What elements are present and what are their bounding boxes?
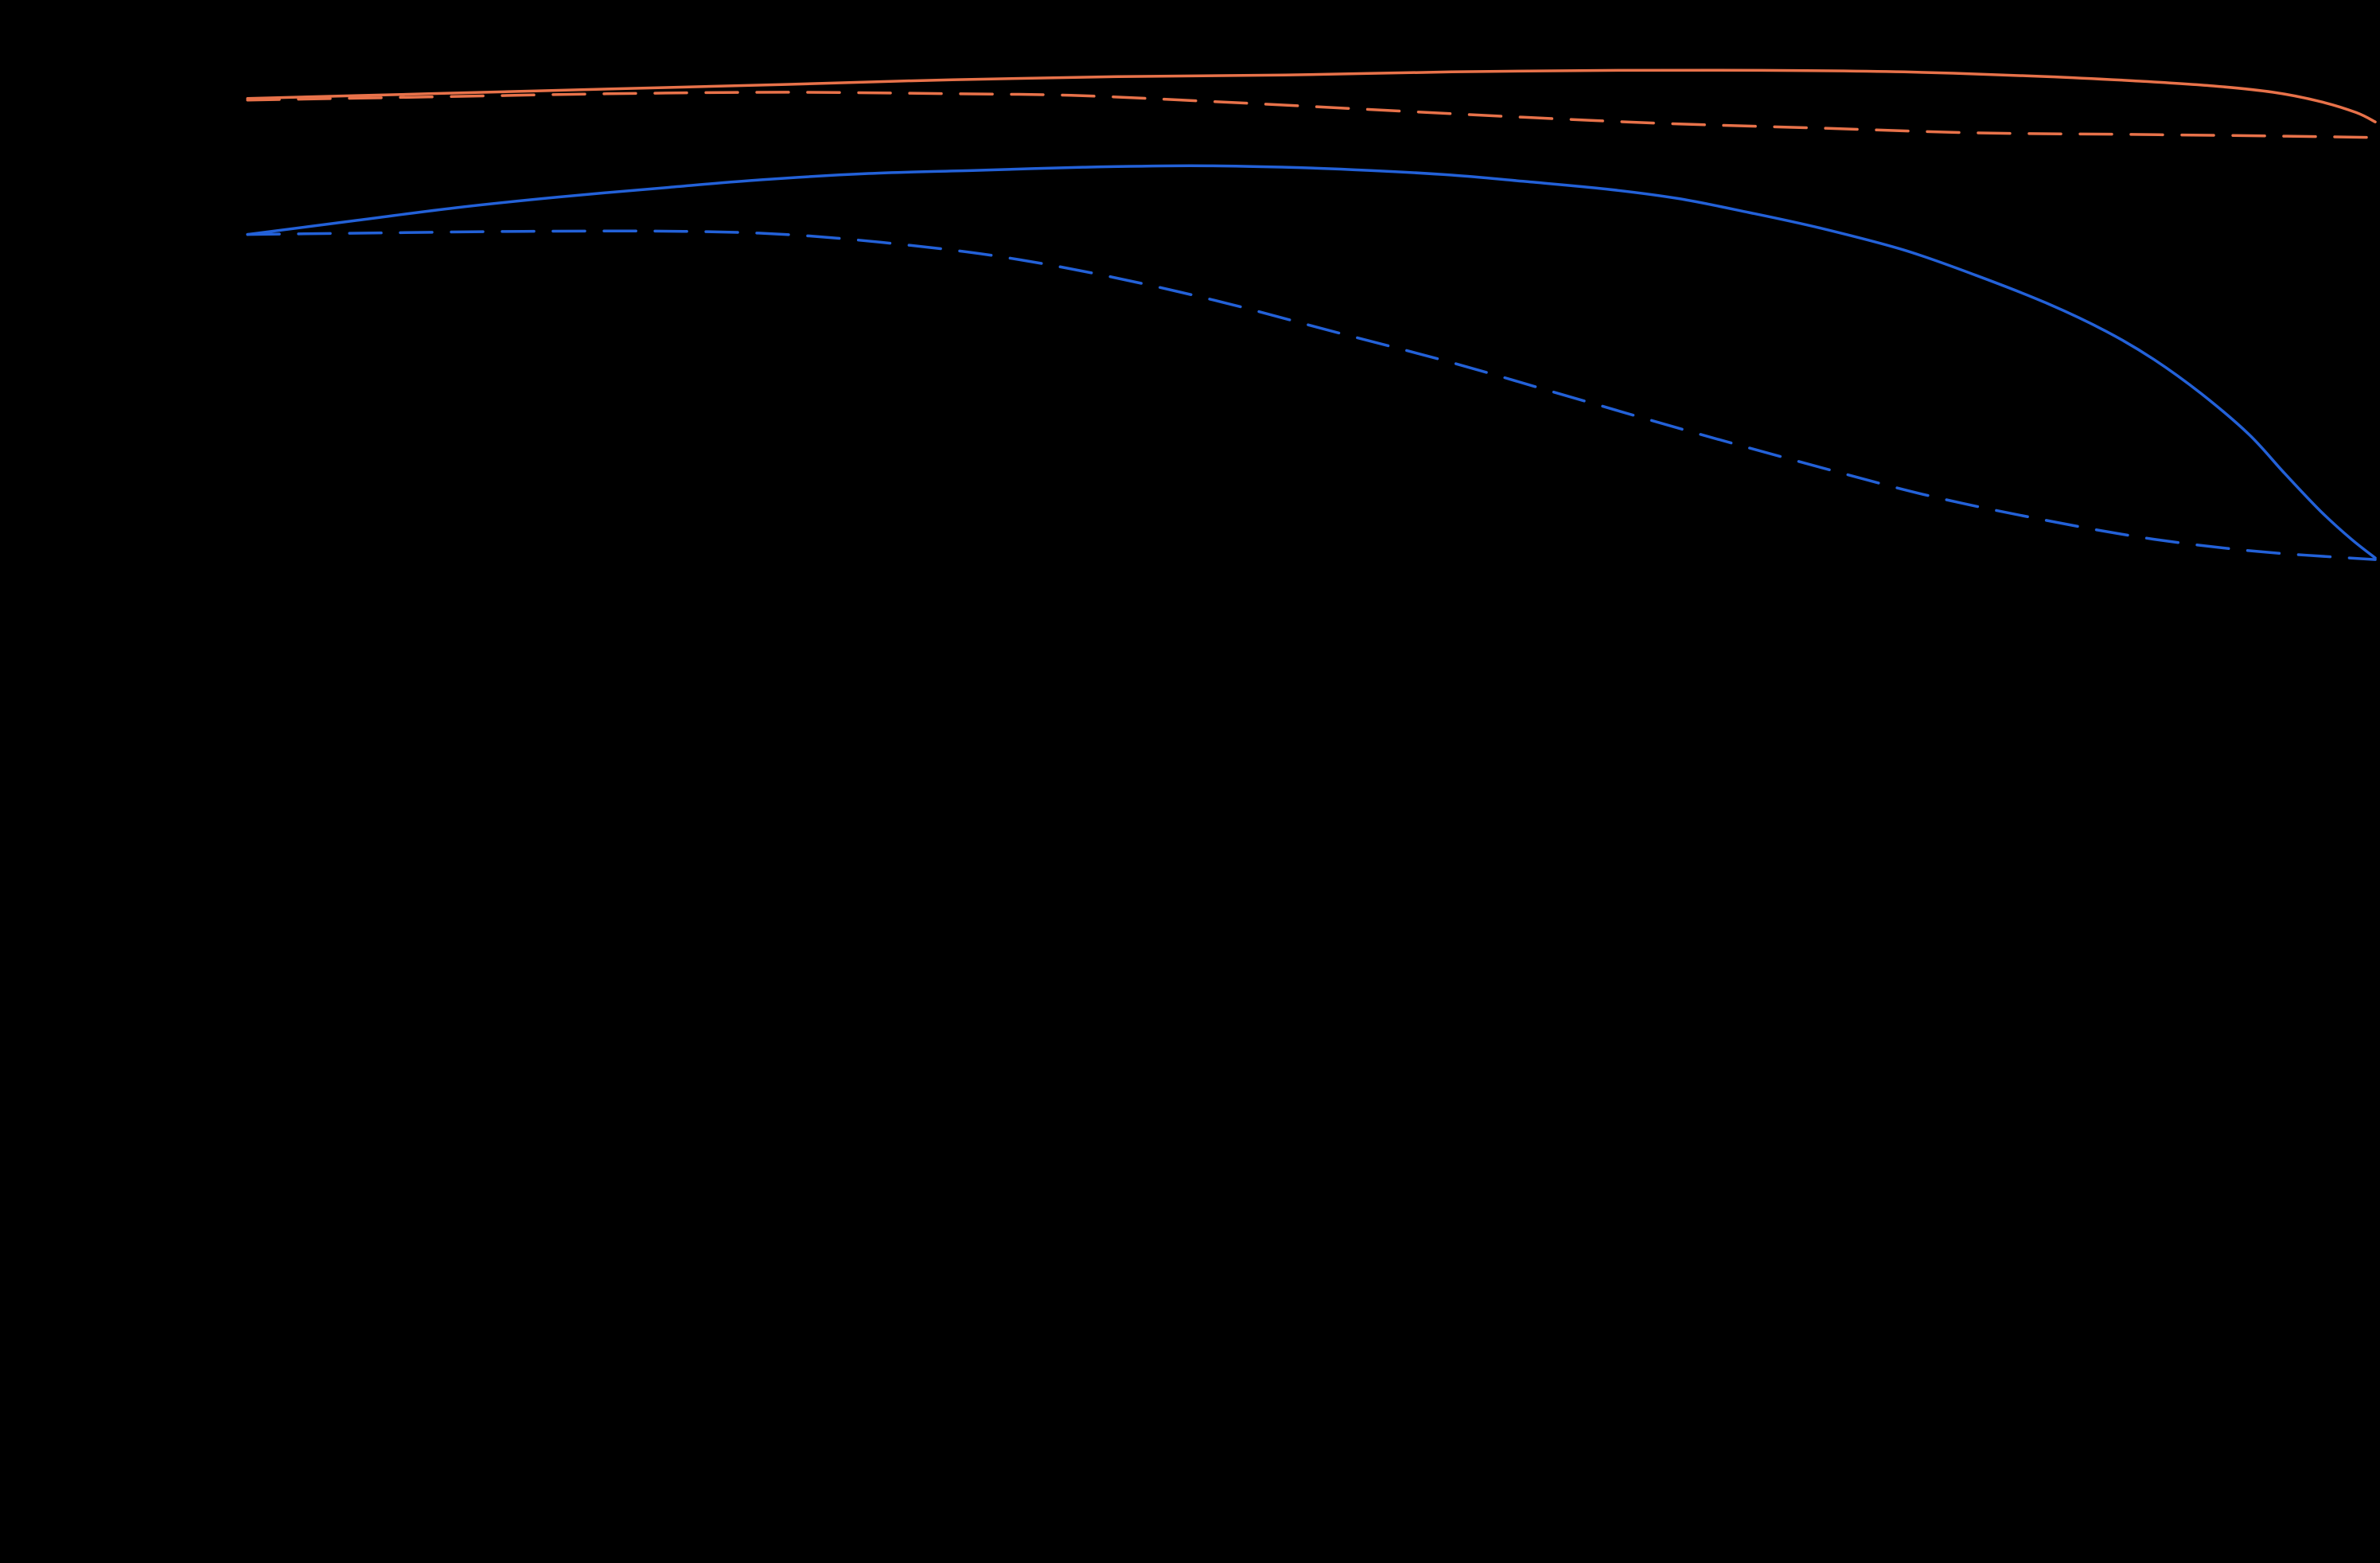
series-orange-solid-line (246, 68, 2377, 123)
series-orange-dashed-line (246, 91, 2377, 139)
series-blue-solid-line (246, 164, 2377, 559)
series-blue-dashed-line (246, 229, 2377, 561)
